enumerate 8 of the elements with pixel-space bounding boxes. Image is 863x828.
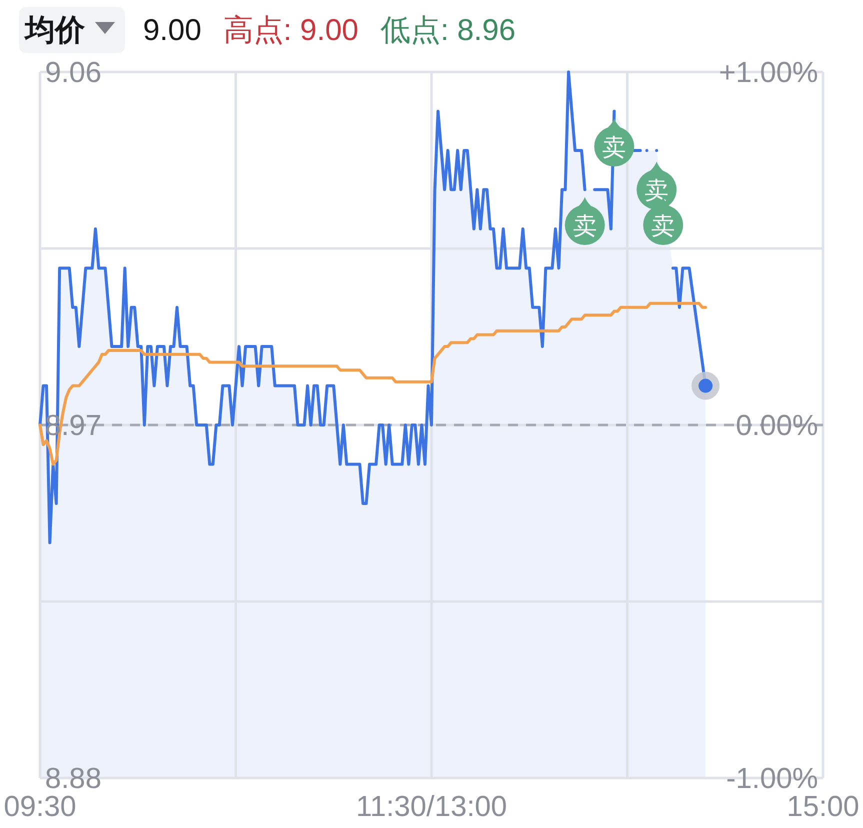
y2-tick-label: 0.00%: [736, 410, 818, 442]
y-tick-label: 9.06: [45, 57, 102, 89]
y2-tick-label: +1.00%: [718, 57, 818, 89]
header: 均价 9.00 高点: 9.00 低点: 8.96: [19, 7, 516, 53]
control-dropdown: 均价: [19, 7, 125, 53]
x-tick-label: 11:30/13:00: [356, 791, 508, 823]
marker-pin: 卖: [594, 118, 634, 167]
marker-pin: 卖: [564, 196, 605, 245]
